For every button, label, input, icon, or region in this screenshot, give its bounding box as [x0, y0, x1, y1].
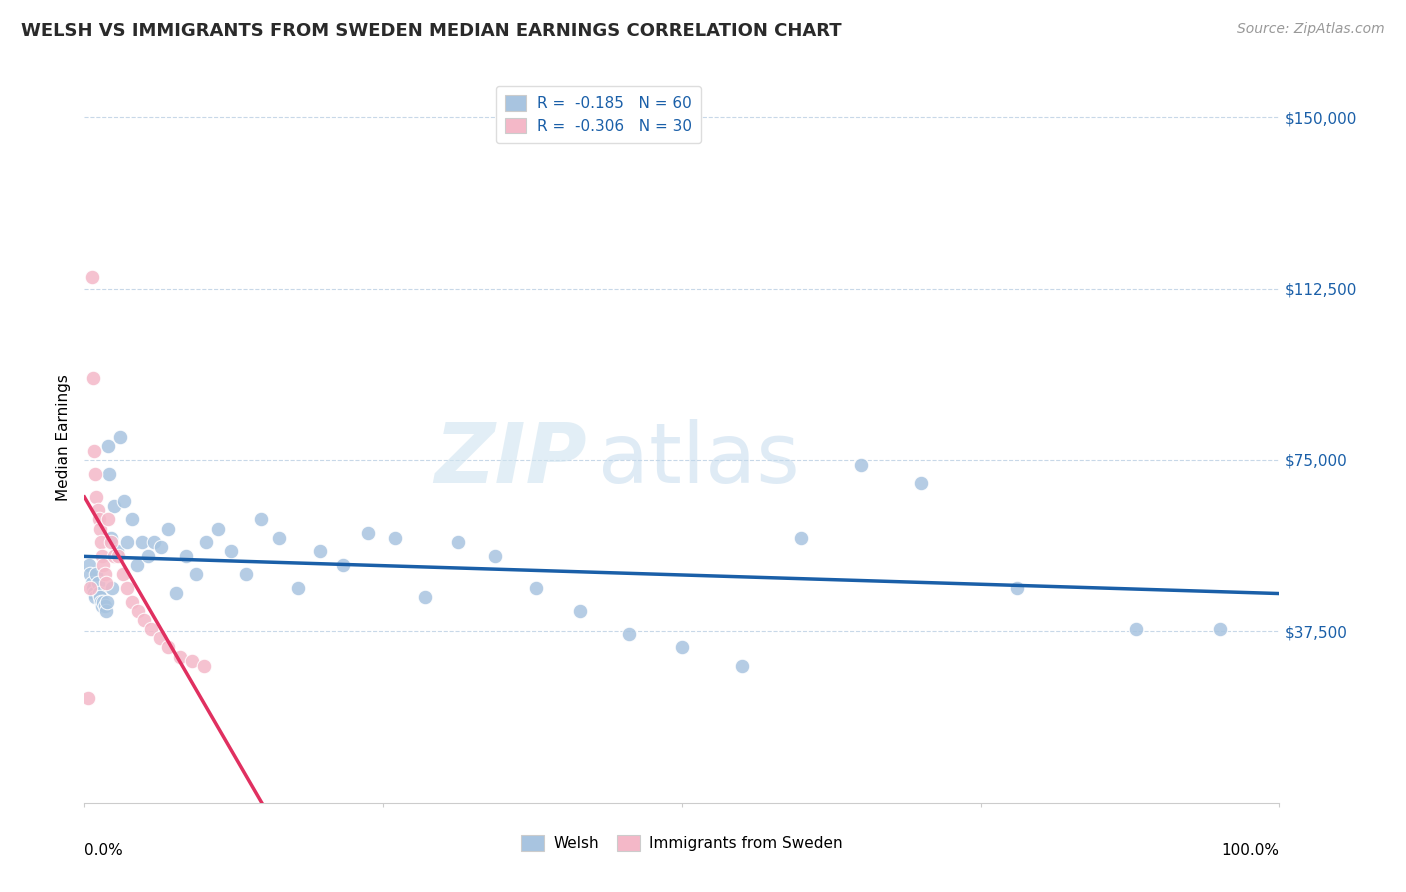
- Point: [269, 531, 291, 545]
- Point: [94, 604, 117, 618]
- Point: [157, 640, 180, 655]
- Point: [149, 632, 172, 646]
- Point: [82, 581, 104, 595]
- Point: [100, 531, 122, 545]
- Point: [101, 581, 124, 595]
- Point: [103, 499, 125, 513]
- Point: [384, 531, 406, 545]
- Point: [86, 503, 108, 517]
- Point: [447, 535, 470, 549]
- Y-axis label: Median Earnings: Median Earnings: [56, 374, 72, 500]
- Point: [82, 370, 104, 384]
- Point: [83, 443, 105, 458]
- Point: [127, 604, 149, 618]
- Text: atlas: atlas: [599, 418, 800, 500]
- Point: [149, 540, 172, 554]
- Point: [157, 521, 180, 535]
- Point: [93, 594, 115, 608]
- Point: [89, 590, 111, 604]
- Point: [910, 475, 932, 490]
- Point: [107, 549, 129, 563]
- Point: [731, 658, 754, 673]
- Text: Source: ZipAtlas.com: Source: ZipAtlas.com: [1237, 22, 1385, 37]
- Point: [131, 535, 153, 549]
- Point: [619, 626, 641, 640]
- Point: [96, 594, 118, 608]
- Text: WELSH VS IMMIGRANTS FROM SWEDEN MEDIAN EARNINGS CORRELATION CHART: WELSH VS IMMIGRANTS FROM SWEDEN MEDIAN E…: [21, 22, 842, 40]
- Text: ZIP: ZIP: [433, 418, 586, 500]
- Point: [413, 590, 436, 604]
- Point: [356, 526, 378, 541]
- Point: [142, 535, 165, 549]
- Point: [174, 549, 197, 563]
- Point: [1005, 581, 1028, 595]
- Point: [98, 467, 121, 481]
- Point: [790, 531, 813, 545]
- Point: [90, 594, 112, 608]
- Point: [91, 599, 114, 614]
- Legend: Welsh, Immigrants from Sweden: Welsh, Immigrants from Sweden: [515, 830, 849, 857]
- Point: [100, 535, 122, 549]
- Point: [141, 622, 163, 636]
- Point: [235, 567, 257, 582]
- Point: [169, 649, 191, 664]
- Point: [193, 658, 215, 673]
- Text: 0.0%: 0.0%: [84, 843, 124, 858]
- Point: [93, 567, 115, 582]
- Point: [117, 535, 139, 549]
- Point: [80, 576, 103, 591]
- Point: [524, 581, 547, 595]
- Point: [83, 585, 105, 599]
- Point: [84, 467, 107, 481]
- Point: [671, 640, 693, 655]
- Point: [221, 544, 243, 558]
- Point: [308, 544, 330, 558]
- Point: [80, 270, 103, 285]
- Point: [165, 585, 187, 599]
- Point: [112, 494, 135, 508]
- Point: [110, 430, 132, 444]
- Point: [195, 535, 218, 549]
- Point: [94, 576, 117, 591]
- Point: [117, 581, 139, 595]
- Text: 100.0%: 100.0%: [1222, 843, 1279, 858]
- Point: [287, 581, 309, 595]
- Point: [181, 654, 204, 668]
- Point: [132, 613, 156, 627]
- Point: [79, 567, 101, 582]
- Point: [1125, 622, 1147, 636]
- Point: [97, 439, 120, 453]
- Point: [332, 558, 354, 573]
- Point: [103, 549, 125, 563]
- Point: [89, 521, 111, 535]
- Point: [90, 535, 112, 549]
- Point: [484, 549, 506, 563]
- Point: [250, 512, 273, 526]
- Point: [87, 512, 110, 526]
- Point: [97, 512, 120, 526]
- Point: [851, 458, 873, 472]
- Point: [93, 599, 115, 614]
- Point: [84, 590, 107, 604]
- Point: [93, 558, 115, 573]
- Point: [121, 512, 143, 526]
- Point: [207, 521, 229, 535]
- Point: [136, 549, 159, 563]
- Point: [121, 594, 143, 608]
- Point: [125, 558, 148, 573]
- Point: [86, 576, 108, 591]
- Point: [184, 567, 207, 582]
- Point: [569, 604, 592, 618]
- Point: [105, 544, 128, 558]
- Point: [86, 567, 108, 582]
- Point: [91, 549, 114, 563]
- Point: [87, 585, 110, 599]
- Point: [1209, 622, 1232, 636]
- Point: [86, 490, 108, 504]
- Point: [79, 581, 101, 595]
- Point: [111, 567, 134, 582]
- Point: [77, 558, 100, 573]
- Point: [77, 690, 100, 705]
